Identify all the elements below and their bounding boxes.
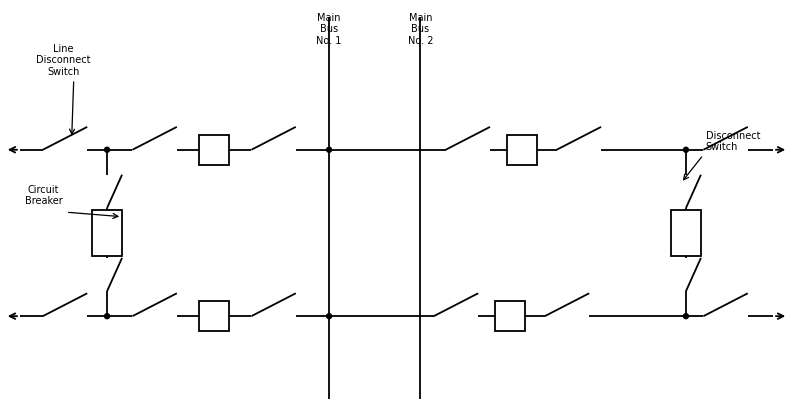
Bar — [671, 210, 701, 256]
Text: Main
Bus
No. 1: Main Bus No. 1 — [316, 12, 342, 46]
Text: Main
Bus
No. 2: Main Bus No. 2 — [408, 12, 433, 46]
Text: Disconnect
Switch: Disconnect Switch — [706, 131, 760, 152]
Circle shape — [684, 314, 688, 319]
Bar — [199, 135, 229, 165]
Circle shape — [327, 314, 331, 319]
Text: Circuit
Breaker: Circuit Breaker — [25, 185, 63, 206]
Circle shape — [327, 147, 331, 152]
Circle shape — [684, 147, 688, 152]
Bar — [92, 210, 122, 256]
Bar — [507, 135, 537, 165]
Text: Line
Disconnect
Switch: Line Disconnect Switch — [36, 44, 90, 77]
Circle shape — [105, 147, 109, 152]
Circle shape — [105, 314, 109, 319]
Bar — [199, 301, 229, 331]
Bar — [495, 301, 525, 331]
